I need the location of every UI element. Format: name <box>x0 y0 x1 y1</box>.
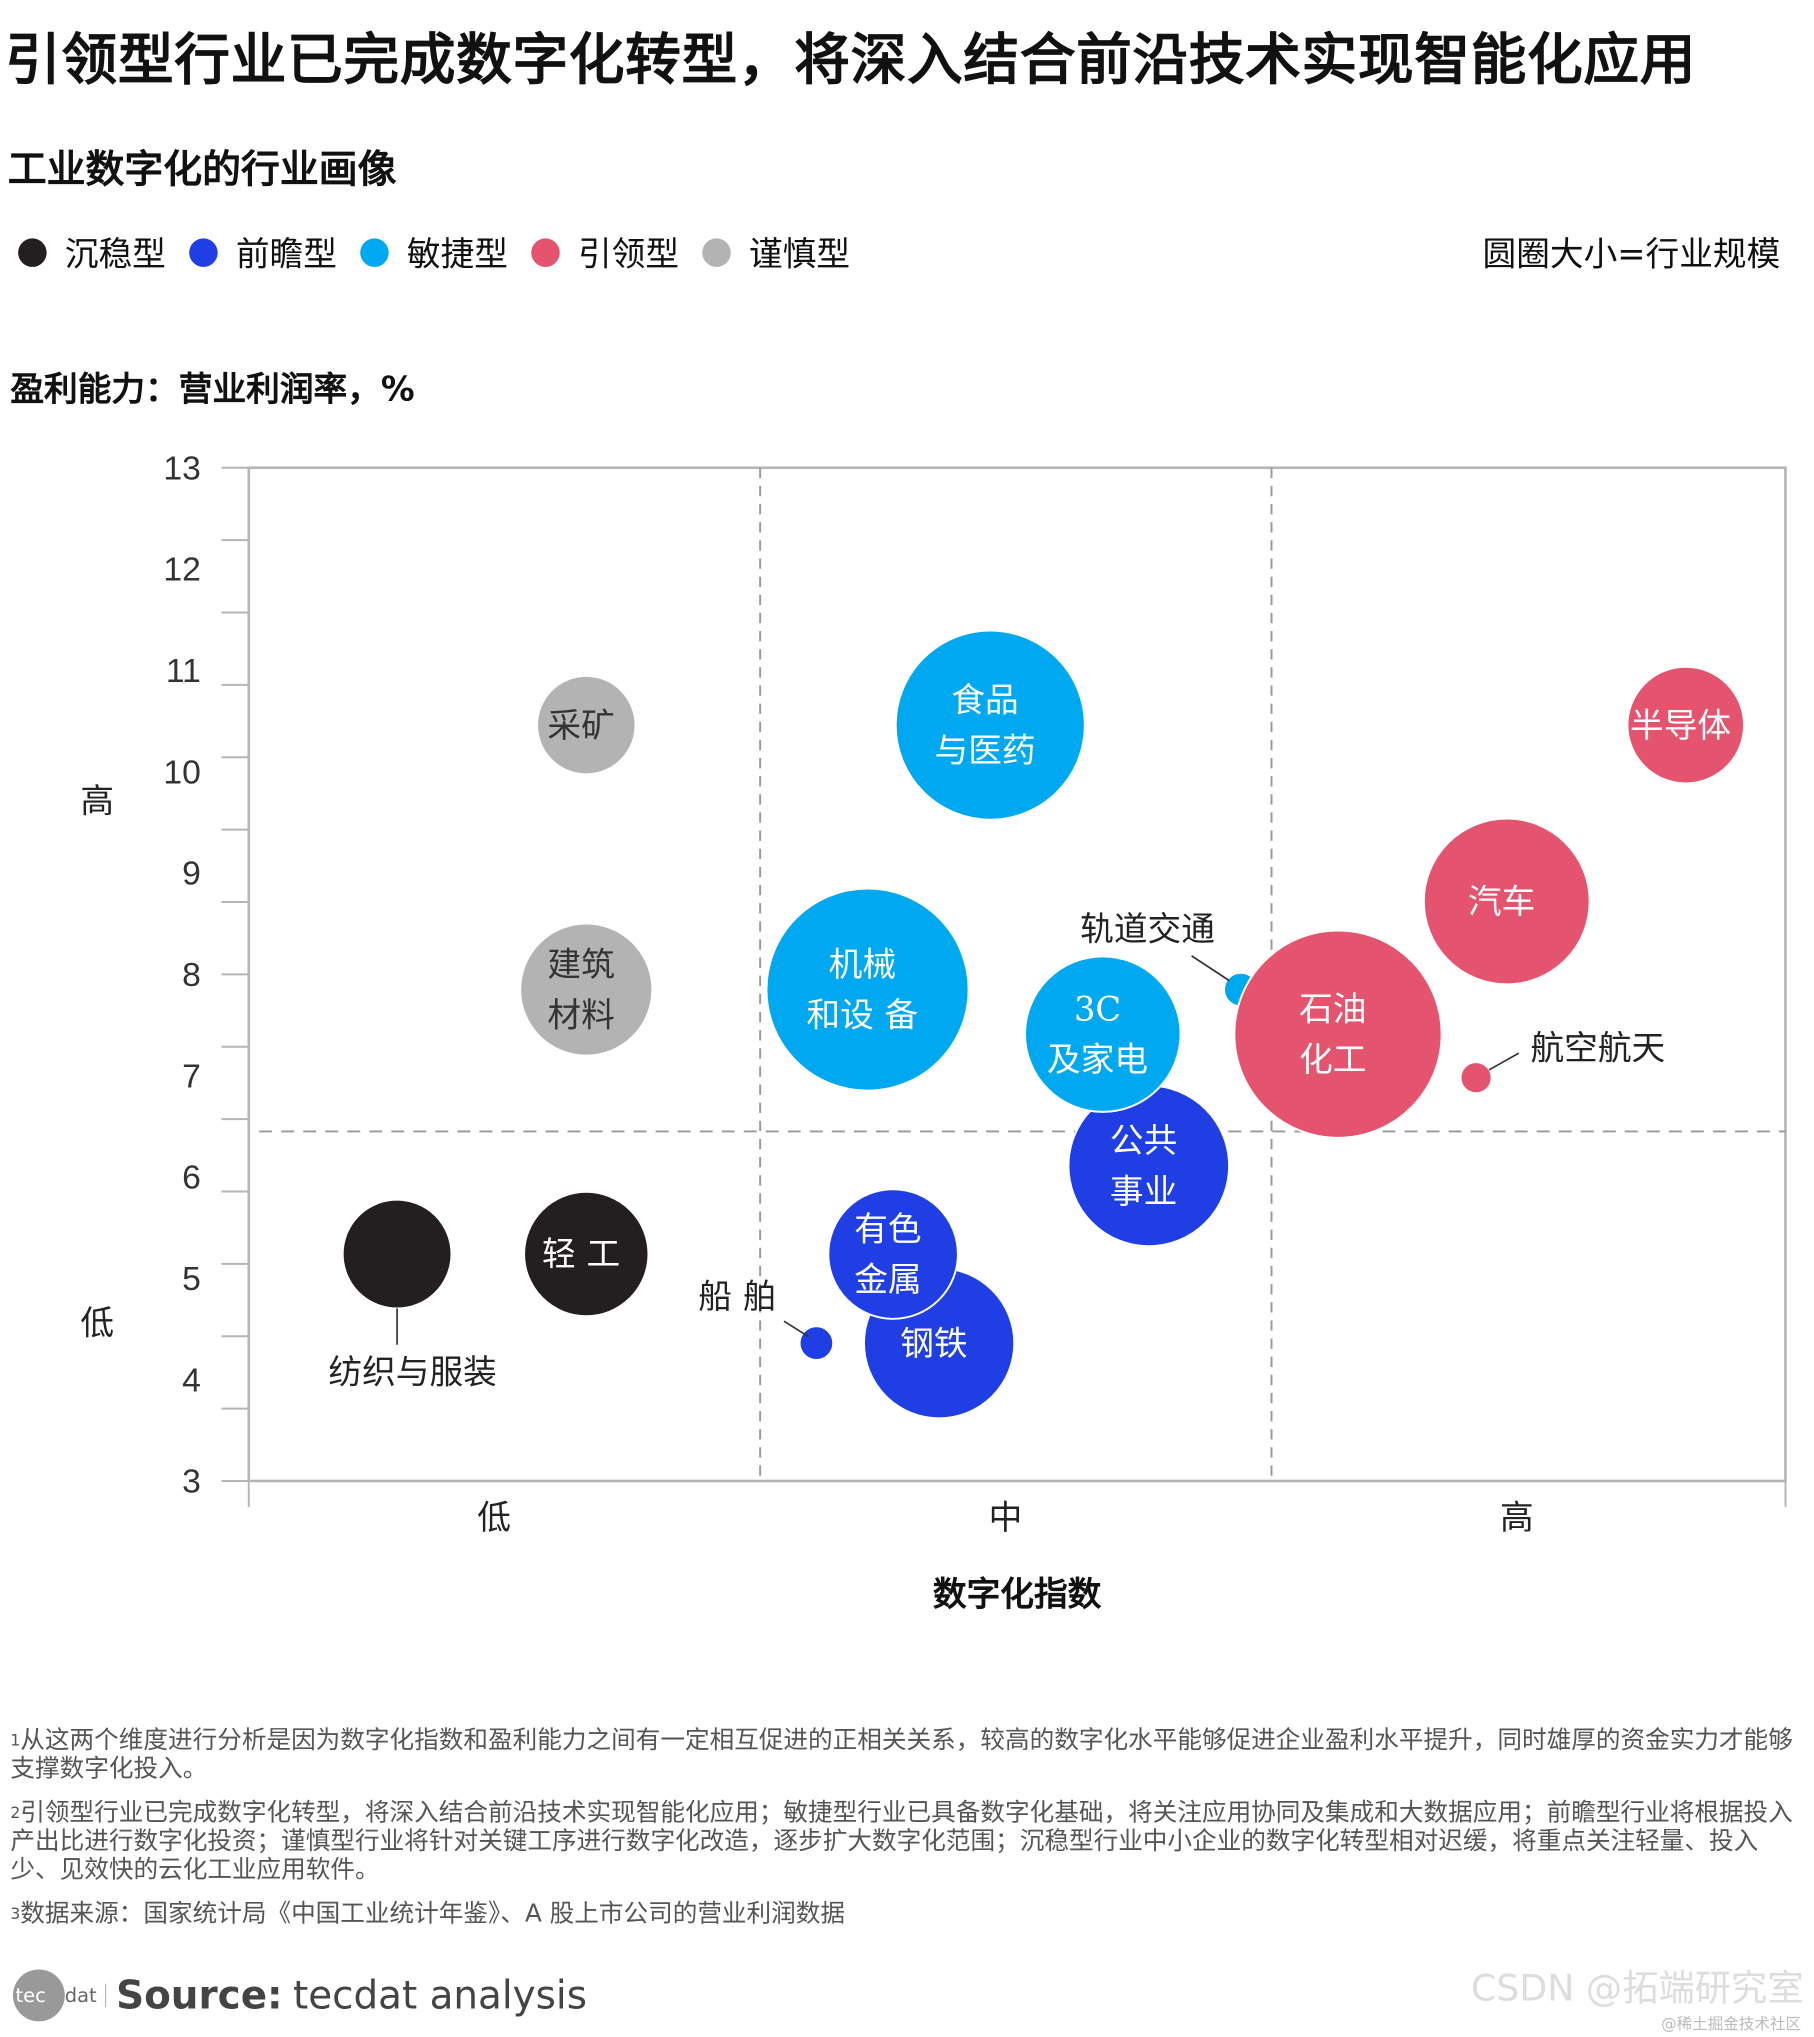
bubble <box>1233 929 1443 1139</box>
plot-frame <box>247 466 1787 1483</box>
source-text: tecdat analysis <box>292 1972 587 2019</box>
legend-label: 谨慎型 <box>748 235 851 275</box>
y-tick-label: 3 <box>182 1464 201 1501</box>
y-tick-label: 13 <box>163 450 200 487</box>
bubble-label: 石油 <box>1299 990 1366 1029</box>
bubble <box>894 629 1086 821</box>
legend-dot-icon <box>360 237 389 267</box>
bubble-label: 汽车 <box>1468 882 1535 921</box>
y-axis-title: 盈利能力：营业利润率，% <box>10 370 415 410</box>
footnote-text: 引领型行业已完成数字化转型，将深入结合前沿技术实现智能化应用；敏捷型行业已具备数… <box>10 1798 1793 1884</box>
bubble-label: 食品 <box>951 681 1018 720</box>
page-title: 引领型行业已完成数字化转型，将深入结合前沿技术实现智能化应用 <box>5 28 1697 94</box>
bubble-label: 采矿 <box>547 706 614 745</box>
y-tick-label: 8 <box>182 957 201 994</box>
watermark-sub: @稀土掘金技术社区 <box>1661 2014 1802 2033</box>
watermark: CSDN @拓端研究室 <box>1470 1966 1804 2010</box>
y-level-high: 高 <box>80 781 114 820</box>
legend-dot-icon <box>702 237 731 267</box>
leader-line <box>1488 1052 1520 1071</box>
footnote-3: 3数据来源：国家统计局《中国工业统计年鉴》、A 股上市公司的营业利润数据 <box>10 1899 1805 1928</box>
legend-label: 引领型 <box>577 235 680 275</box>
footnote-text: 数据来源：国家统计局《中国工业统计年鉴》、A 股上市公司的营业利润数据 <box>20 1899 846 1929</box>
y-tick-label: 5 <box>182 1261 201 1298</box>
y-tick-label: 12 <box>163 552 200 589</box>
bubble <box>1626 665 1746 785</box>
footnote-marker: 3 <box>10 1904 21 1923</box>
y-tick-label: 6 <box>182 1160 201 1197</box>
bubble-label: 轨道交通 <box>1080 909 1215 948</box>
bubble <box>1422 817 1591 986</box>
footnote-marker: 2 <box>10 1803 21 1822</box>
footnotes: 1从这两个维度进行分析是因为数字化指数和盈利能力之间有一定相互促进的正相关关系，… <box>10 1726 1805 1928</box>
bubble <box>827 1188 959 1320</box>
bubble-label: 材料 <box>547 995 614 1034</box>
legend-item: 引领型 <box>531 228 679 276</box>
bubble-label: 公共 <box>1110 1121 1177 1160</box>
legend-label: 沉稳型 <box>64 235 166 275</box>
bubble-label: 机械 <box>829 945 896 984</box>
bubble-label: 金属 <box>854 1260 921 1299</box>
y-tick-label: 10 <box>163 754 200 791</box>
legend-item: 前瞻型 <box>189 228 337 276</box>
x-category-label: 中 <box>989 1498 1023 1537</box>
bubble-label: 钢铁 <box>900 1324 967 1363</box>
y-tick-label: 9 <box>182 856 201 893</box>
legend-dot-icon <box>189 237 218 267</box>
legend-item: 敏捷型 <box>360 228 508 276</box>
x-category-label: 高 <box>1500 1498 1534 1537</box>
bubble-label: 与医药 <box>935 731 1036 770</box>
legend: 沉稳型 前瞻型 敏捷型 引领型 谨慎型 <box>18 228 873 276</box>
legend-dot-icon <box>18 237 47 267</box>
legend-label: 敏捷型 <box>406 235 508 275</box>
bubble <box>1459 1061 1493 1095</box>
y-tick-label: 4 <box>182 1362 201 1399</box>
source-line: tec dat Source: tecdat analysis <box>12 1969 587 2022</box>
bubble <box>536 674 637 776</box>
bubble <box>519 922 654 1057</box>
x-axis-title: 数字化指数 <box>932 1575 1102 1615</box>
source-label: Source: <box>116 1972 283 2019</box>
bubble <box>765 887 970 1092</box>
leader-line <box>1191 955 1230 982</box>
legend-label: 前瞻型 <box>235 235 337 275</box>
tecdat-logo: tec <box>12 1969 65 2022</box>
bubble-label: 纺织与服装 <box>328 1353 496 1392</box>
size-note: 圆圈大小=行业规模 <box>1482 235 1781 275</box>
bubble <box>341 1198 453 1310</box>
bubble-label: 和设 备 <box>806 995 918 1034</box>
bubble-label: 3C <box>1074 990 1121 1029</box>
leader-line <box>783 1320 810 1338</box>
bubble-label: 船 舶 <box>698 1277 776 1316</box>
bubble <box>1024 955 1182 1113</box>
bubble-label: 化工 <box>1299 1040 1366 1079</box>
bubble-label: 有色 <box>854 1209 921 1248</box>
footnote-2: 2引领型行业已完成数字化转型，将深入结合前沿技术实现智能化应用；敏捷型行业已具备… <box>10 1798 1805 1884</box>
bubble-label: 建筑 <box>547 945 614 984</box>
legend-dot-icon <box>531 237 560 267</box>
bubble-label: 及家电 <box>1047 1040 1148 1079</box>
bubble <box>798 1325 835 1362</box>
chart-subtitle: 工业数字化的行业画像 <box>7 147 397 194</box>
y-tick-label: 11 <box>166 653 201 690</box>
bubble <box>523 1190 650 1318</box>
bubble-label: 事业 <box>1110 1172 1177 1211</box>
footnote-1: 1从这两个维度进行分析是因为数字化指数和盈利能力之间有一定相互促进的正相关关系，… <box>10 1726 1805 1783</box>
bubble-chart: 345678910111213高低低中高采矿建筑材料纺织与服装轻 工食品与医药机… <box>80 450 1787 1537</box>
x-category-label: 低 <box>477 1498 511 1537</box>
legend-item: 沉稳型 <box>18 228 166 276</box>
legend-item: 谨慎型 <box>702 228 850 276</box>
bubble-label: 航空航天 <box>1531 1029 1666 1068</box>
y-tick-label: 7 <box>182 1058 201 1095</box>
tecdat-logo-suffix: dat <box>65 1983 106 2008</box>
footnote-marker: 1 <box>10 1731 21 1750</box>
footnote-text: 从这两个维度进行分析是因为数字化指数和盈利能力之间有一定相互促进的正相关关系，较… <box>10 1725 1793 1783</box>
y-level-low: 低 <box>80 1304 114 1343</box>
bubble-label: 轻 工 <box>542 1235 620 1274</box>
bubble-label: 半导体 <box>1630 706 1731 745</box>
